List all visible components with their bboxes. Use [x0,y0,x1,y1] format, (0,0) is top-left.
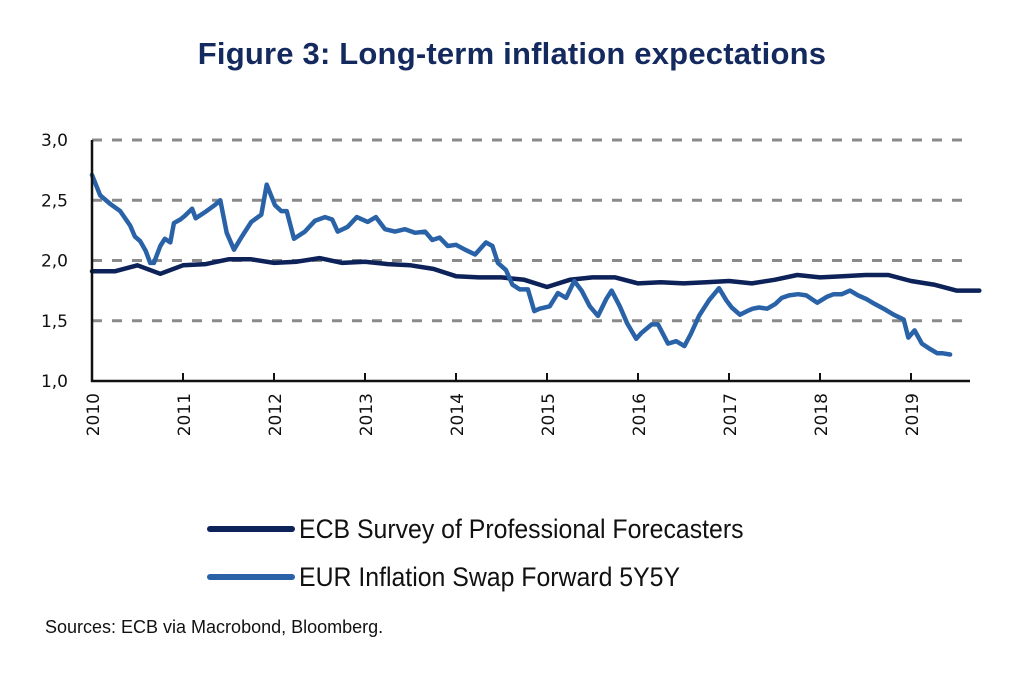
x-tick-label: 2013 [357,393,377,436]
x-tick-label: 2015 [539,393,559,436]
x-axis-ticks: 2010 2011 2012 2013 2014 2015 2016 2017 2018 2019 [84,393,923,436]
x-tick-label: 2017 [721,393,741,436]
chart-title: Figure 3: Long-term inflation expectatio… [197,36,827,71]
x-tick-label: 2016 [630,393,650,436]
x-tick-label: 2018 [812,393,832,436]
x-tick-label: 2010 [84,393,104,436]
series-lines [89,172,982,357]
legend-item-inflation-swap: EUR Inflation Swap Forward 5Y5Y [207,553,782,601]
axes [90,140,970,383]
legend-label-ecb-spf: ECB Survey of Professional Forecasters [299,513,744,544]
x-tick-label: 2014 [448,393,468,436]
legend-item-ecb-spf: ECB Survey of Professional Forecasters [207,505,782,553]
series-line-inflation-swap [89,172,953,357]
y-tick-label: 2,0 [41,252,68,272]
y-tick-label: 1,0 [41,372,68,392]
legend-swatch-inflation-swap [207,574,295,580]
legend-label-inflation-swap: EUR Inflation Swap Forward 5Y5Y [299,561,681,592]
x-tick-label: 2012 [266,393,286,436]
series-line-ecb-spf [89,255,982,293]
legend: ECB Survey of Professional Forecasters E… [207,505,782,601]
sources-note: Sources: ECB via Macrobond, Bloomberg. [45,617,384,637]
x-tick-label: 2011 [175,393,195,436]
y-tick-label: 1,5 [41,312,68,332]
y-tick-label: 3,0 [41,131,68,151]
legend-swatch-ecb-spf [207,526,295,532]
y-tick-label: 2,5 [41,191,68,211]
x-tick-label: 2019 [903,393,923,436]
y-axis-ticks: 1,0 1,5 2,0 2,5 3,0 [41,131,68,392]
